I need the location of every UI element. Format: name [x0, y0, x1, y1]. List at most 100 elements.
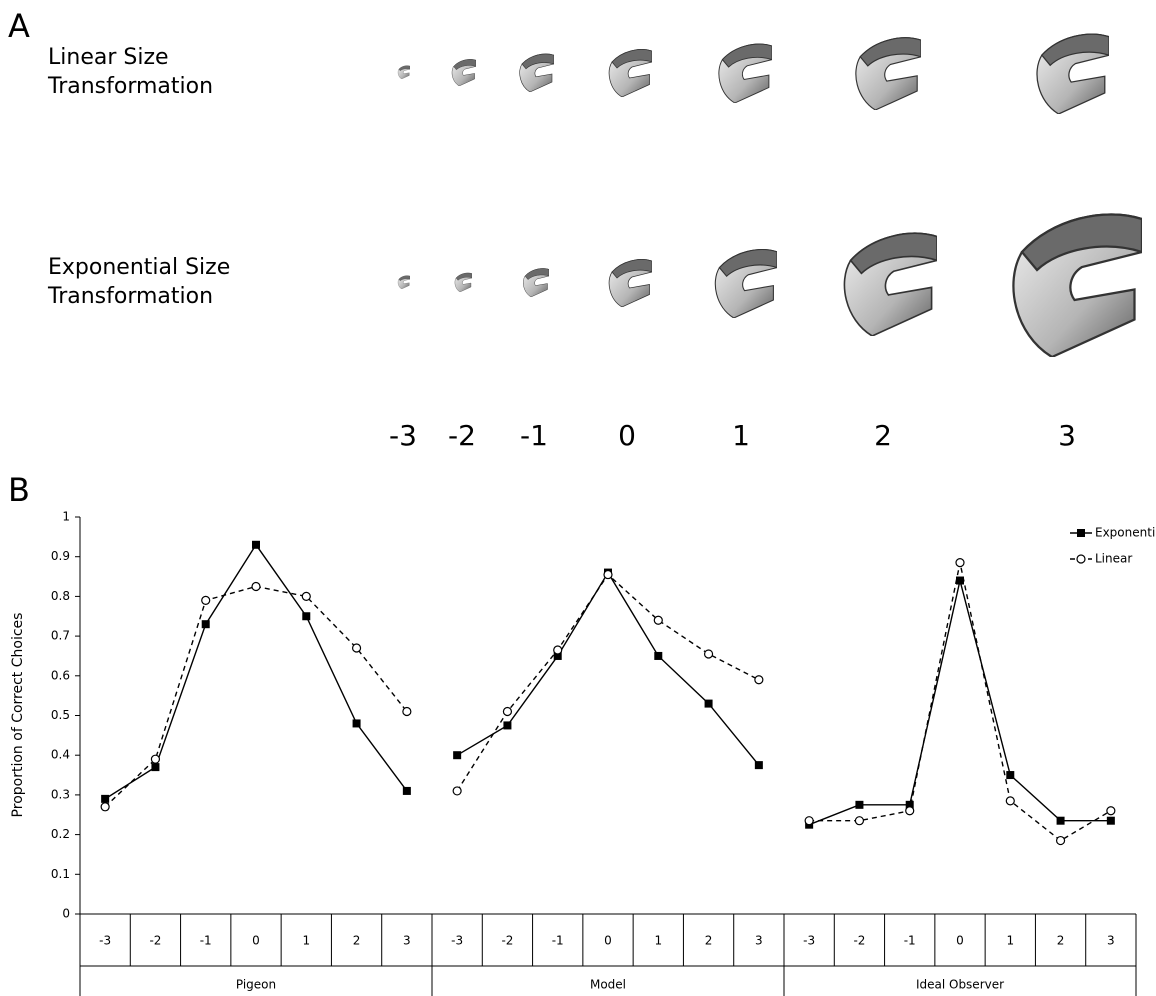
data-point — [202, 620, 210, 628]
object-illustration — [719, 44, 772, 103]
data-point — [353, 644, 361, 652]
data-point — [805, 817, 813, 825]
data-point — [252, 582, 260, 590]
data-point — [403, 708, 411, 716]
data-point — [202, 596, 210, 604]
object-illustration — [609, 49, 652, 97]
x-tick-label: 3 — [403, 934, 411, 948]
x-tick-label: 0 — [604, 934, 612, 948]
x-tick-label: -1 — [200, 934, 212, 948]
series-line — [809, 581, 1111, 825]
object-illustration — [1037, 34, 1109, 114]
x-tick-label: 2 — [1057, 934, 1065, 948]
data-point — [1107, 817, 1115, 825]
data-point — [705, 700, 713, 708]
data-point — [1006, 797, 1014, 805]
y-tick-label: 0.3 — [51, 787, 70, 801]
data-point — [403, 787, 411, 795]
data-point — [151, 755, 159, 763]
object-illustration — [609, 259, 652, 307]
data-point — [755, 676, 763, 684]
series-line — [105, 586, 407, 806]
data-point — [554, 646, 562, 654]
group-label: Ideal Observer — [916, 978, 1004, 992]
object-illustration — [452, 59, 476, 86]
row-label: Transformation — [47, 74, 213, 99]
x-tick-label: -1 — [904, 934, 916, 948]
legend-label: Exponential — [1095, 526, 1156, 540]
legend-label: Linear — [1095, 552, 1132, 566]
x-tick-label: 3 — [1107, 934, 1115, 948]
data-point — [1057, 837, 1065, 845]
panel-label: B — [8, 471, 30, 509]
series-line — [809, 563, 1111, 841]
data-point — [101, 803, 109, 811]
level-label: -3 — [389, 419, 417, 452]
data-point — [1006, 771, 1014, 779]
x-tick-label: -2 — [149, 934, 161, 948]
x-tick-label: -3 — [803, 934, 815, 948]
data-point — [705, 650, 713, 658]
x-tick-label: 1 — [654, 934, 662, 948]
x-tick-label: 2 — [705, 934, 713, 948]
data-point — [151, 763, 159, 771]
y-tick-label: 0 — [62, 907, 70, 921]
data-point — [1057, 817, 1065, 825]
object-illustration — [455, 273, 472, 292]
data-point — [1107, 807, 1115, 815]
data-point — [453, 787, 461, 795]
x-tick-label: 1 — [302, 934, 310, 948]
level-label: 1 — [732, 419, 750, 452]
series-line — [457, 573, 759, 766]
y-axis-label: Proportion of Correct Choices — [10, 613, 26, 818]
object-illustration — [523, 268, 549, 297]
data-point — [302, 612, 310, 620]
x-tick-label: 0 — [956, 934, 964, 948]
x-tick-label: -1 — [552, 934, 564, 948]
x-tick-label: -3 — [99, 934, 111, 948]
object-illustration — [715, 250, 777, 318]
figure: A B Proportion of Correct Choices Linear… — [0, 0, 1156, 996]
data-point — [1077, 555, 1085, 563]
data-point — [503, 708, 511, 716]
object-illustration — [1013, 214, 1142, 357]
data-point — [302, 592, 310, 600]
object-illustration — [398, 66, 410, 79]
object-illustration — [398, 276, 410, 289]
data-point — [353, 719, 361, 727]
x-tick-label: 1 — [1006, 934, 1014, 948]
group-label: Pigeon — [236, 978, 276, 992]
y-tick-label: 0.2 — [51, 827, 70, 841]
y-tick-label: 0.8 — [51, 589, 70, 603]
x-tick-label: 3 — [755, 934, 763, 948]
row-label: Linear Size — [48, 45, 169, 70]
x-tick-label: -2 — [853, 934, 865, 948]
row-label: Exponential Size — [48, 255, 230, 280]
x-tick-label: -3 — [451, 934, 463, 948]
data-point — [654, 652, 662, 660]
object-illustration — [520, 54, 554, 92]
y-tick-label: 0.4 — [51, 748, 70, 762]
y-tick-label: 0.6 — [51, 668, 70, 682]
y-tick-label: 0.1 — [51, 867, 70, 881]
object-illustration — [844, 233, 937, 336]
level-label: 0 — [618, 419, 636, 452]
level-label: 3 — [1058, 419, 1076, 452]
series-line — [457, 575, 759, 791]
data-point — [956, 559, 964, 567]
data-point — [855, 801, 863, 809]
x-tick-label: 2 — [353, 934, 361, 948]
data-point — [604, 571, 612, 579]
row-label: Transformation — [47, 284, 213, 309]
data-point — [906, 807, 914, 815]
panel-label: A — [8, 7, 30, 45]
group-label: Model — [590, 978, 626, 992]
data-point — [453, 751, 461, 759]
data-point — [755, 761, 763, 769]
level-label: -2 — [448, 419, 476, 452]
y-tick-label: 0.5 — [51, 708, 70, 722]
y-tick-label: 0.7 — [51, 629, 70, 643]
data-point — [654, 616, 662, 624]
level-label: -1 — [520, 419, 548, 452]
data-point — [1077, 529, 1085, 537]
